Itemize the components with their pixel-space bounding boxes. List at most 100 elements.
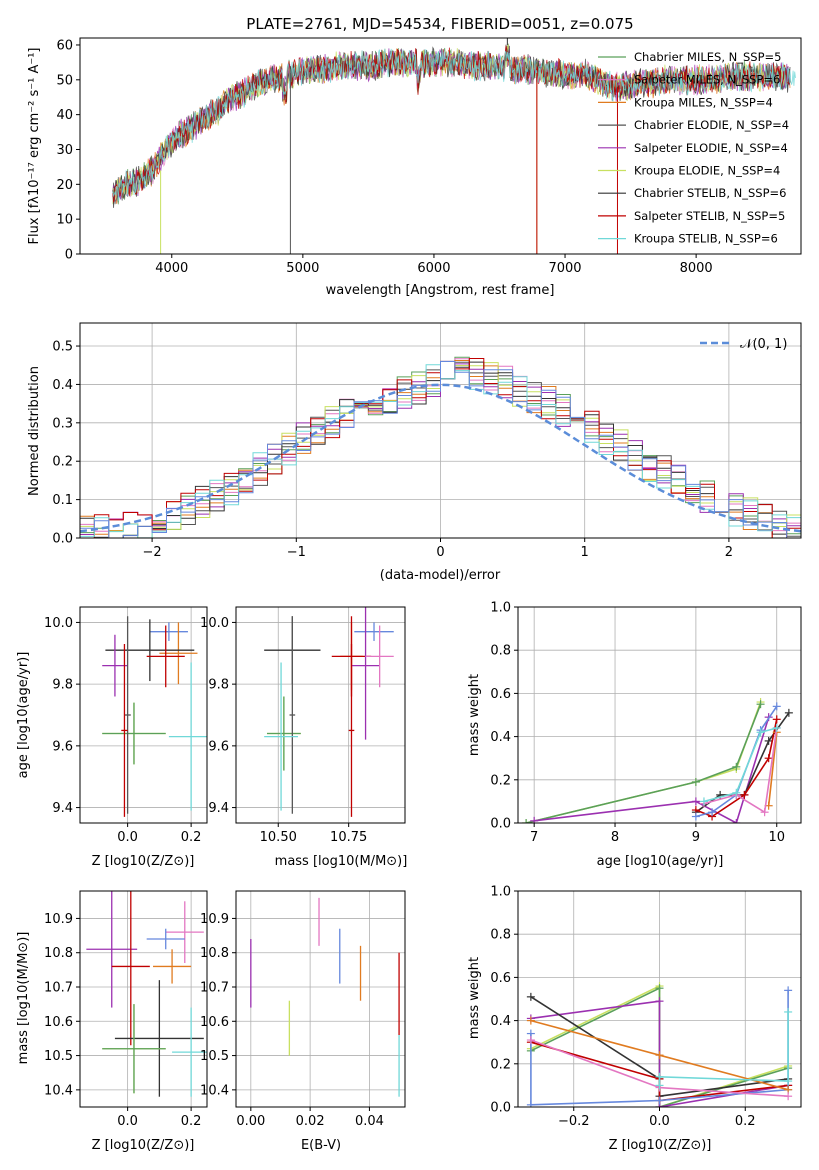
y-tick-label: 10.6 xyxy=(200,1015,229,1030)
x-tick-label: 0.00 xyxy=(236,1114,265,1129)
y-tick-label: 10.0 xyxy=(44,616,73,631)
plot-area xyxy=(112,38,796,254)
x-tick-label: 7 xyxy=(530,830,538,845)
axes-frame xyxy=(79,322,802,539)
panel-age-z-ylabel: age [log10(age/yr)] xyxy=(16,652,31,779)
x-tick-label: 0.0 xyxy=(649,1114,670,1129)
plot-area xyxy=(250,897,400,1097)
spectrum-legend: Chabrier MILES, N_SSP=5 Salpeter MILES, N… xyxy=(598,50,789,246)
y-tick-label: 60 xyxy=(56,38,73,53)
weight-line xyxy=(534,716,770,823)
plot-area xyxy=(522,698,793,823)
mass-vs-ebv-panel: 0.00 0.02 0.04 10.4 10.5 10.6 10.7 10.8 10.9 xyxy=(200,890,406,1129)
legend-label-chabrier-stelib: Chabrier STELIB, N_SSP=6 xyxy=(634,186,786,200)
panel-mass-z-ylabel: mass [log10(M/M⊙)] xyxy=(16,932,31,1065)
y-tick-label: 0.2 xyxy=(52,455,73,470)
spectrum-line-kroupa-stelib xyxy=(112,48,796,202)
mass-weight-vs-metallicity-panel: −0.2 0.0 0.2 0.0 0.2 0.4 0.6 0.8 1.0 xyxy=(490,885,802,1129)
y-tick-label: 0.5 xyxy=(52,340,73,355)
y-tick-label: 10.8 xyxy=(44,946,73,961)
axes-frame xyxy=(235,606,406,824)
axes-frame xyxy=(517,890,802,1108)
panel-weight-age-xlabel: age [log10(age/yr)] xyxy=(597,854,724,869)
y-tick-label: 10.7 xyxy=(200,981,229,996)
x-tick-label: −1 xyxy=(287,545,306,560)
x-tick-label: 5000 xyxy=(286,261,319,276)
panel-weight-age-ylabel: mass weight xyxy=(467,674,482,756)
y-tick-label: 0.8 xyxy=(490,644,511,659)
legend-label-chabrier-miles: Chabrier MILES, N_SSP=5 xyxy=(634,50,781,64)
y-tick-label: 10.4 xyxy=(200,1083,229,1098)
normal-legend-label: 𝒩(0, 1) xyxy=(740,337,787,352)
mass-weight-vs-age-panel: 7 8 9 10 0.0 0.2 0.4 0.6 0.8 1.0 xyxy=(490,601,802,845)
weight-line xyxy=(703,727,777,803)
panel-age-mass-xlabel: mass [log10(M/M⊙)] xyxy=(275,854,408,869)
y-tick-label: 0.4 xyxy=(52,378,73,393)
legend-label-kroupa-stelib: Kroupa STELIB, N_SSP=6 xyxy=(634,232,778,246)
y-tick-label: 9.8 xyxy=(52,678,73,693)
y-tick-label: 0.4 xyxy=(490,730,511,745)
y-tick-label: 1.0 xyxy=(490,885,511,900)
weight-line xyxy=(525,701,762,823)
histogram-legend: 𝒩(0, 1) xyxy=(700,337,787,352)
y-tick-label: 9.8 xyxy=(208,678,229,693)
y-tick-label: 0.4 xyxy=(490,1014,511,1029)
y-tick-label: 0.6 xyxy=(490,971,511,986)
axes-frame xyxy=(79,606,208,824)
residual-histogram-panel: −2 −1 0 1 2 0.0 0.1 0.2 0.3 0.4 0.5 xyxy=(52,322,802,560)
x-tick-label: 0.04 xyxy=(355,1114,384,1129)
y-tick-label: 0.8 xyxy=(490,928,511,943)
y-tick-label: 9.6 xyxy=(52,739,73,754)
weight-line xyxy=(767,732,778,806)
x-tick-label: 1 xyxy=(581,545,589,560)
histogram-ylabel: Normed distribution xyxy=(27,366,42,496)
y-tick-label: 10.4 xyxy=(44,1083,73,1098)
x-tick-label: 2 xyxy=(725,545,733,560)
legend-label-kroupa-elodie: Kroupa ELODIE, N_SSP=4 xyxy=(634,164,780,178)
panel-weight-z-xlabel: Z [log10(Z/Z⊙)] xyxy=(609,1138,712,1153)
x-tick-label: 0.2 xyxy=(181,1114,202,1129)
legend-label-salpeter-stelib: Salpeter STELIB, N_SSP=5 xyxy=(634,209,785,223)
x-tick-label: 0 xyxy=(436,545,444,560)
x-tick-label: −0.2 xyxy=(558,1114,590,1129)
y-tick-label: 10.8 xyxy=(200,946,229,961)
y-tick-label: 0.3 xyxy=(52,416,73,431)
x-tick-label: 0.2 xyxy=(735,1114,756,1129)
x-tick-label: 0.2 xyxy=(181,830,202,845)
histogram-xlabel: (data-model)/error xyxy=(380,568,501,583)
x-tick-label: 8 xyxy=(611,830,619,845)
spectrum-ylabel: Flux [fλ10⁻¹⁷ erg cm⁻² s⁻¹ A⁻¹] xyxy=(27,48,42,245)
y-tick-label: 30 xyxy=(56,143,73,158)
y-tick-label: 50 xyxy=(56,73,73,88)
y-tick-label: 0.6 xyxy=(490,687,511,702)
y-tick-label: 0.2 xyxy=(490,773,511,788)
x-tick-label: 0.0 xyxy=(117,830,138,845)
y-tick-label: 0.0 xyxy=(490,817,511,832)
y-tick-label: 9.4 xyxy=(208,801,229,816)
x-tick-label: 4000 xyxy=(155,261,188,276)
x-tick-label: 10.75 xyxy=(330,830,367,845)
y-tick-label: 10.5 xyxy=(200,1049,229,1064)
y-tick-label: 0 xyxy=(65,248,73,263)
y-tick-label: 10.7 xyxy=(44,981,73,996)
x-tick-label: 0.0 xyxy=(117,1114,138,1129)
y-tick-label: 0.0 xyxy=(52,532,73,547)
y-tick-label: 1.0 xyxy=(490,601,511,616)
x-tick-label: −2 xyxy=(143,545,162,560)
y-tick-label: 9.6 xyxy=(208,739,229,754)
x-tick-label: 7000 xyxy=(548,261,581,276)
plot-area xyxy=(86,891,207,1097)
age-vs-metallicity-panel: 0.0 0.2 9.4 9.6 9.8 10.0 xyxy=(44,606,208,845)
y-tick-label: 20 xyxy=(56,178,73,193)
y-tick-label: 10.5 xyxy=(44,1049,73,1064)
legend-label-salpeter-elodie: Salpeter ELODIE, N_SSP=4 xyxy=(634,141,788,155)
legend-label-kroupa-miles: Kroupa MILES, N_SSP=4 xyxy=(634,95,773,109)
y-tick-label: 10 xyxy=(56,213,73,228)
plot-area xyxy=(80,356,801,538)
plot-area xyxy=(102,616,207,817)
x-tick-label: 6000 xyxy=(417,261,450,276)
y-tick-label: 0.2 xyxy=(490,1057,511,1072)
weight-line xyxy=(658,1012,789,1086)
spectrum-xlabel: wavelength [Angstrom, rest frame] xyxy=(326,283,555,298)
